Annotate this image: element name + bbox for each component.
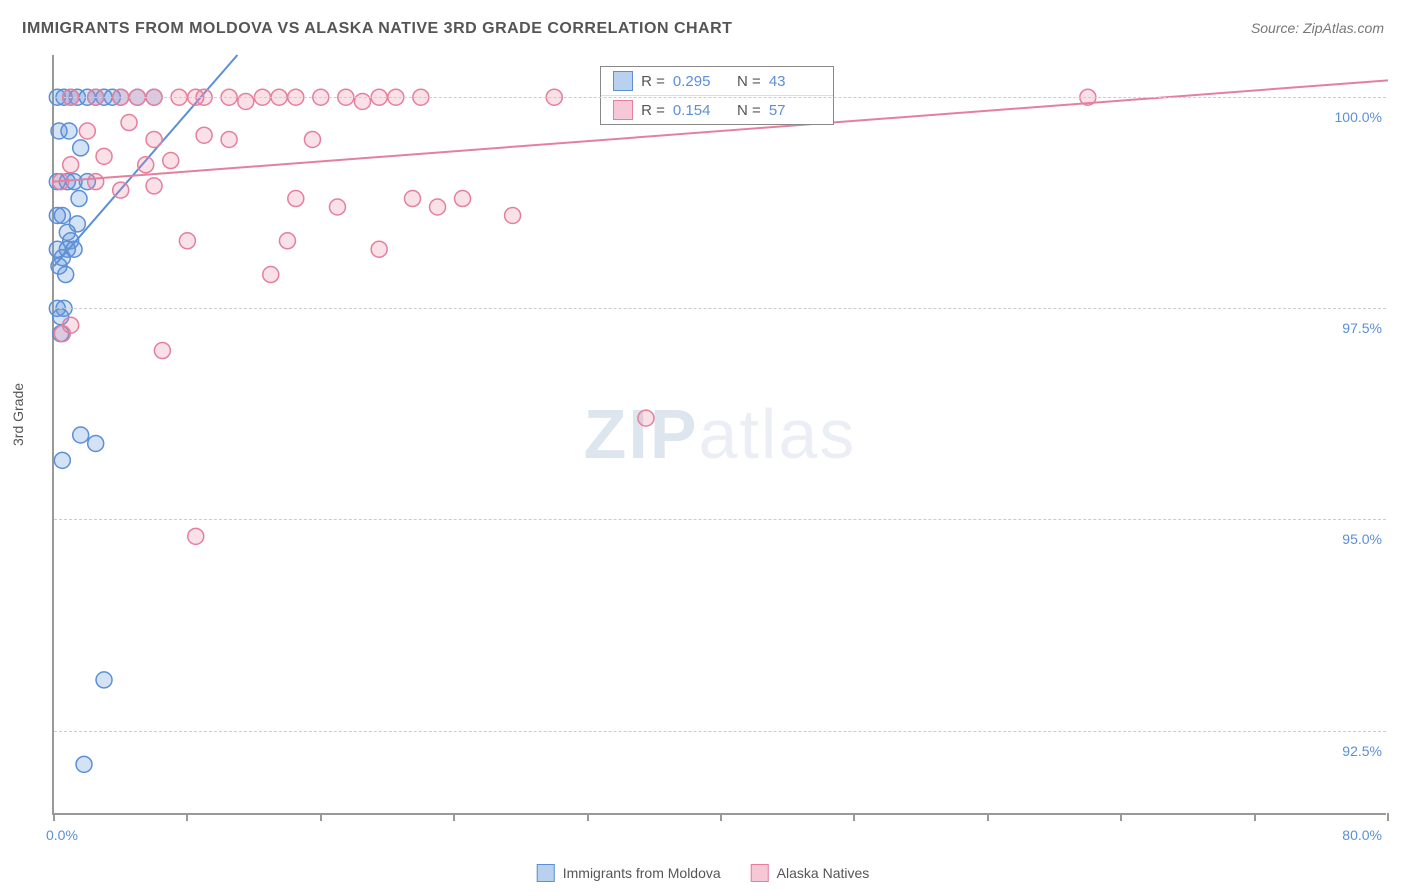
data-point — [430, 199, 446, 215]
gridline — [54, 97, 1386, 98]
y-tick-label: 97.5% — [1342, 320, 1388, 336]
stat-r-label: R = — [641, 73, 665, 90]
data-point — [61, 123, 77, 139]
gridline — [54, 308, 1386, 309]
data-point — [96, 148, 112, 164]
x-tick — [320, 813, 322, 821]
data-point — [638, 410, 654, 426]
data-point — [405, 191, 421, 207]
data-point — [88, 174, 104, 190]
data-point — [69, 216, 85, 232]
series-swatch — [613, 100, 633, 120]
x-axis-max-label: 80.0% — [1342, 827, 1382, 843]
legend-label: Alaska Natives — [777, 865, 870, 881]
scatter-svg — [54, 55, 1386, 813]
data-point — [66, 241, 82, 257]
stat-n-label: N = — [733, 102, 761, 119]
data-point — [179, 233, 195, 249]
data-point — [455, 191, 471, 207]
data-point — [54, 452, 70, 468]
x-tick — [853, 813, 855, 821]
stats-row: R = 0.154 N = 57 — [601, 95, 833, 124]
data-point — [304, 131, 320, 147]
data-point — [96, 672, 112, 688]
y-tick-label: 92.5% — [1342, 743, 1388, 759]
stat-r-label: R = — [641, 102, 665, 119]
data-point — [371, 241, 387, 257]
data-point — [146, 131, 162, 147]
legend-item: Immigrants from Moldova — [537, 864, 721, 882]
data-point — [196, 127, 212, 143]
legend-swatch — [751, 864, 769, 882]
source-attribution: Source: ZipAtlas.com — [1251, 20, 1384, 36]
legend-item: Alaska Natives — [751, 864, 870, 882]
data-point — [54, 207, 70, 223]
data-point — [121, 115, 137, 131]
legend: Immigrants from Moldova Alaska Natives — [537, 864, 870, 882]
data-point — [138, 157, 154, 173]
gridline — [54, 519, 1386, 520]
chart-title: IMMIGRANTS FROM MOLDOVA VS ALASKA NATIVE… — [22, 20, 732, 38]
gridline — [54, 731, 1386, 732]
data-point — [88, 435, 104, 451]
data-point — [71, 191, 87, 207]
x-tick — [453, 813, 455, 821]
data-point — [58, 267, 74, 283]
stat-r-value: 0.154 — [673, 102, 725, 119]
x-tick — [186, 813, 188, 821]
stats-row: R = 0.295 N = 43 — [601, 67, 833, 95]
stats-panel: R = 0.295 N = 43 R = 0.154 N = 57 — [600, 66, 834, 125]
stat-r-value: 0.295 — [673, 73, 725, 90]
legend-swatch — [537, 864, 555, 882]
x-tick — [720, 813, 722, 821]
data-point — [238, 93, 254, 109]
data-point — [73, 140, 89, 156]
y-tick-label: 95.0% — [1342, 531, 1388, 547]
data-point — [163, 153, 179, 169]
y-tick-label: 100.0% — [1335, 109, 1388, 125]
stat-n-value: 43 — [769, 73, 821, 90]
data-point — [505, 207, 521, 223]
data-point — [154, 343, 170, 359]
data-point — [79, 123, 95, 139]
legend-label: Immigrants from Moldova — [563, 865, 721, 881]
data-point — [54, 326, 70, 342]
data-point — [146, 178, 162, 194]
x-tick — [1120, 813, 1122, 821]
data-point — [188, 528, 204, 544]
data-point — [53, 174, 69, 190]
x-tick — [53, 813, 55, 821]
plot-area: ZIPatlas 0.0% 80.0% R =0.295 N =43R =0.1… — [52, 55, 1386, 815]
data-point — [63, 157, 79, 173]
data-point — [76, 756, 92, 772]
x-tick — [987, 813, 989, 821]
data-point — [288, 191, 304, 207]
series-swatch — [613, 71, 633, 91]
stat-n-label: N = — [733, 73, 761, 90]
data-point — [221, 131, 237, 147]
data-point — [279, 233, 295, 249]
x-axis-min-label: 0.0% — [46, 827, 78, 843]
stat-n-value: 57 — [769, 102, 821, 119]
x-tick — [1387, 813, 1389, 821]
y-axis-title: 3rd Grade — [10, 383, 26, 446]
data-point — [354, 93, 370, 109]
x-tick — [587, 813, 589, 821]
data-point — [263, 267, 279, 283]
x-tick — [1254, 813, 1256, 821]
data-point — [73, 427, 89, 443]
data-point — [113, 182, 129, 198]
data-point — [329, 199, 345, 215]
